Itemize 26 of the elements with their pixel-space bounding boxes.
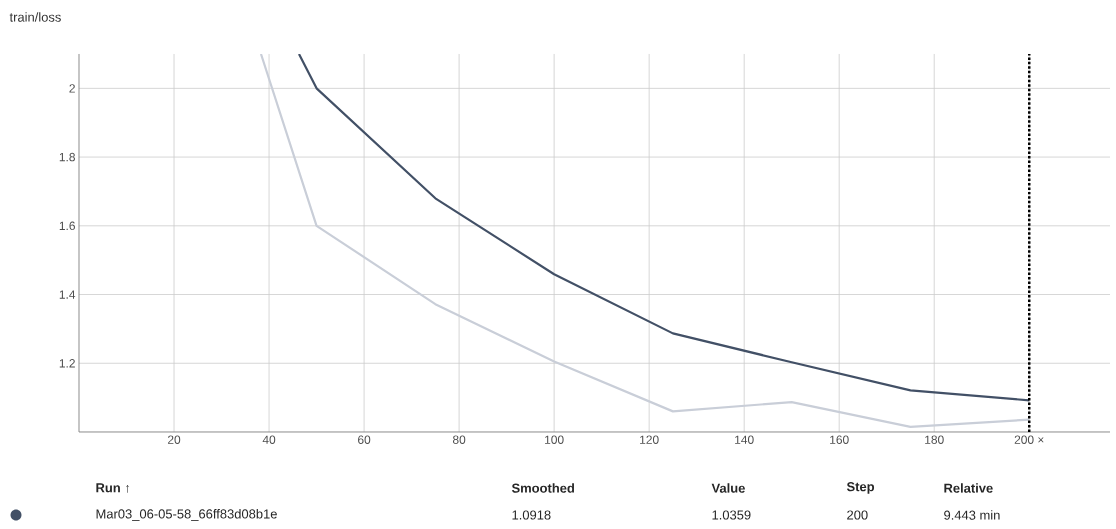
- x-tick-label: 20: [167, 435, 181, 444]
- text: 1.0359: [712, 510, 751, 520]
- x-tick-label: 60: [358, 435, 371, 444]
- x-tick-label: 160: [830, 435, 849, 444]
- y-tick-label: 1.6: [59, 221, 75, 231]
- text: Step: [846, 482, 875, 494]
- x-tick-label: 80: [452, 435, 466, 444]
- x-tick-label: 120: [640, 435, 659, 444]
- text: 1.0918: [512, 510, 551, 520]
- text: Value: [711, 483, 745, 493]
- text: 200: [847, 510, 868, 520]
- text: Run ↑: [96, 483, 130, 493]
- x-tick-label: 140: [735, 435, 754, 444]
- text: Relative: [944, 483, 993, 493]
- y-tick-label: 2: [69, 84, 75, 93]
- text: Smoothed: [511, 483, 574, 493]
- x-tick-label: 40: [262, 435, 276, 444]
- x-tick-label: 200 ×: [1014, 435, 1044, 444]
- text: Mar03_06-05-58_66ff83d08b1e: [96, 509, 277, 521]
- x-tick-label: 100: [545, 435, 564, 444]
- y-tick-label: 1.2: [59, 359, 75, 368]
- y-tick-label: 1.4: [59, 290, 76, 299]
- y-tick-label: 1.8: [59, 152, 75, 162]
- x-tick-label: 180: [925, 435, 944, 444]
- text: 9.443 min: [944, 510, 1000, 520]
- chart-title: train/loss: [9, 12, 61, 22]
